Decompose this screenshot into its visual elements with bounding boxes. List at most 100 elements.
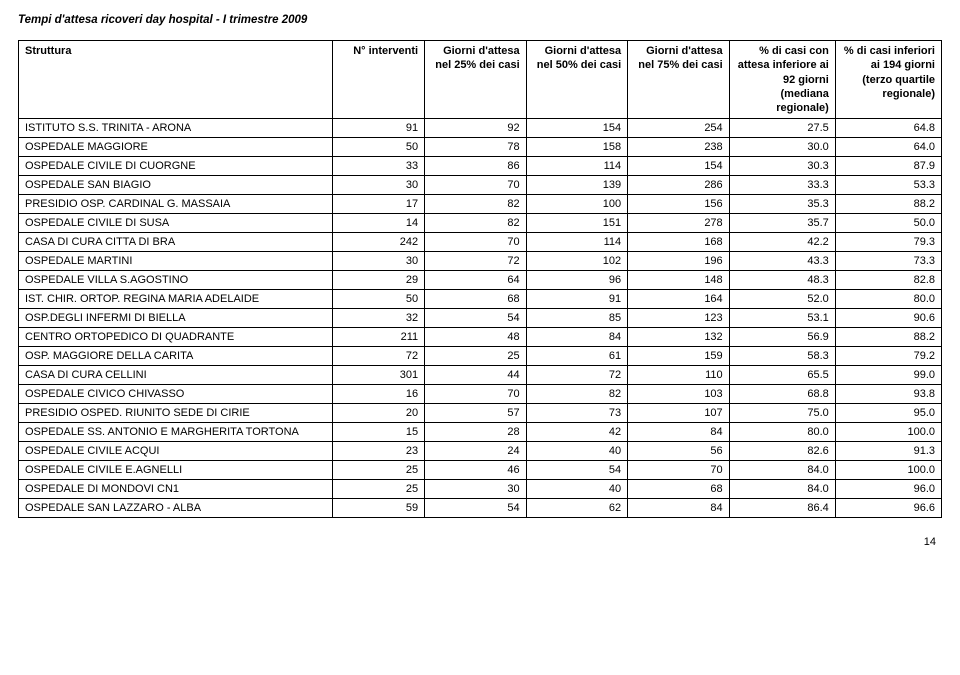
cell-value: 50	[332, 138, 424, 157]
cell-struttura: OSP. MAGGIORE DELLA CARITA	[19, 347, 333, 366]
table-row: PRESIDIO OSPED. RIUNITO SEDE DI CIRIE205…	[19, 404, 942, 423]
cell-value: 132	[628, 328, 730, 347]
table-row: IST. CHIR. ORTOP. REGINA MARIA ADELAIDE5…	[19, 290, 942, 309]
cell-value: 96	[526, 271, 628, 290]
table-row: OSPEDALE CIVILE DI SUSA148215127835.750.…	[19, 214, 942, 233]
cell-value: 102	[526, 252, 628, 271]
cell-value: 14	[332, 214, 424, 233]
cell-value: 54	[526, 461, 628, 480]
cell-value: 35.3	[729, 195, 835, 214]
cell-value: 100	[526, 195, 628, 214]
cell-value: 88.2	[835, 328, 941, 347]
cell-value: 91.3	[835, 442, 941, 461]
cell-value: 91	[332, 119, 424, 138]
page-number: 14	[18, 536, 942, 548]
cell-struttura: ISTITUTO S.S. TRINITA - ARONA	[19, 119, 333, 138]
cell-value: 25	[332, 480, 424, 499]
cell-value: 99.0	[835, 366, 941, 385]
cell-value: 196	[628, 252, 730, 271]
cell-value: 56	[628, 442, 730, 461]
cell-value: 65.5	[729, 366, 835, 385]
cell-value: 53.3	[835, 176, 941, 195]
cell-value: 84.0	[729, 480, 835, 499]
cell-value: 107	[628, 404, 730, 423]
cell-value: 82.8	[835, 271, 941, 290]
cell-value: 52.0	[729, 290, 835, 309]
cell-value: 82.6	[729, 442, 835, 461]
cell-value: 68.8	[729, 385, 835, 404]
cell-value: 16	[332, 385, 424, 404]
table-row: OSPEDALE VILLA S.AGOSTINO29649614848.382…	[19, 271, 942, 290]
cell-value: 44	[425, 366, 527, 385]
cell-value: 96.0	[835, 480, 941, 499]
cell-value: 100.0	[835, 461, 941, 480]
cell-value: 54	[425, 499, 527, 518]
table-row: OSP. MAGGIORE DELLA CARITA72256115958.37…	[19, 347, 942, 366]
cell-value: 84	[526, 328, 628, 347]
cell-value: 80.0	[729, 423, 835, 442]
cell-value: 301	[332, 366, 424, 385]
cell-value: 86.4	[729, 499, 835, 518]
cell-value: 159	[628, 347, 730, 366]
cell-value: 29	[332, 271, 424, 290]
cell-value: 75.0	[729, 404, 835, 423]
cell-value: 114	[526, 233, 628, 252]
cell-value: 110	[628, 366, 730, 385]
cell-value: 92	[425, 119, 527, 138]
table-row: CASA DI CURA CELLINI301447211065.599.0	[19, 366, 942, 385]
cell-value: 79.3	[835, 233, 941, 252]
cell-struttura: CASA DI CURA CELLINI	[19, 366, 333, 385]
cell-struttura: OSPEDALE SAN BIAGIO	[19, 176, 333, 195]
cell-value: 85	[526, 309, 628, 328]
cell-value: 50	[332, 290, 424, 309]
cell-value: 73.3	[835, 252, 941, 271]
cell-struttura: OSPEDALE VILLA S.AGOSTINO	[19, 271, 333, 290]
cell-value: 154	[628, 157, 730, 176]
cell-struttura: CASA DI CURA CITTA DI BRA	[19, 233, 333, 252]
cell-value: 72	[425, 252, 527, 271]
cell-value: 91	[526, 290, 628, 309]
cell-value: 95.0	[835, 404, 941, 423]
cell-value: 15	[332, 423, 424, 442]
cell-value: 64.8	[835, 119, 941, 138]
cell-value: 62	[526, 499, 628, 518]
cell-value: 30	[332, 252, 424, 271]
cell-value: 68	[425, 290, 527, 309]
cell-struttura: OSPEDALE CIVILE DI CUORGNE	[19, 157, 333, 176]
cell-value: 48	[425, 328, 527, 347]
cell-value: 70	[425, 385, 527, 404]
cell-value: 33	[332, 157, 424, 176]
cell-value: 96.6	[835, 499, 941, 518]
cell-value: 148	[628, 271, 730, 290]
table-row: OSPEDALE CIVILE ACQUI2324405682.691.3	[19, 442, 942, 461]
column-header-2: Giorni d'attesa nel 25% dei casi	[425, 41, 527, 119]
column-header-4: Giorni d'attesa nel 75% dei casi	[628, 41, 730, 119]
cell-value: 73	[526, 404, 628, 423]
cell-value: 82	[425, 214, 527, 233]
cell-struttura: OSPEDALE CIVILE DI SUSA	[19, 214, 333, 233]
cell-value: 154	[526, 119, 628, 138]
cell-struttura: OSPEDALE MAGGIORE	[19, 138, 333, 157]
column-header-6: % di casi inferiori ai 194 giorni (terzo…	[835, 41, 941, 119]
cell-struttura: OSPEDALE DI MONDOVI CN1	[19, 480, 333, 499]
cell-value: 84	[628, 499, 730, 518]
cell-value: 93.8	[835, 385, 941, 404]
cell-value: 164	[628, 290, 730, 309]
cell-value: 278	[628, 214, 730, 233]
cell-value: 53.1	[729, 309, 835, 328]
cell-value: 35.7	[729, 214, 835, 233]
cell-value: 68	[628, 480, 730, 499]
cell-value: 40	[526, 442, 628, 461]
cell-value: 88.2	[835, 195, 941, 214]
column-header-0: Struttura	[19, 41, 333, 119]
cell-value: 158	[526, 138, 628, 157]
cell-struttura: OSPEDALE CIVILE E.AGNELLI	[19, 461, 333, 480]
cell-value: 43.3	[729, 252, 835, 271]
table-row: OSPEDALE CIVICO CHIVASSO16708210368.893.…	[19, 385, 942, 404]
cell-value: 48.3	[729, 271, 835, 290]
cell-value: 156	[628, 195, 730, 214]
cell-value: 123	[628, 309, 730, 328]
cell-value: 114	[526, 157, 628, 176]
cell-value: 32	[332, 309, 424, 328]
table-row: CASA DI CURA CITTA DI BRA2427011416842.2…	[19, 233, 942, 252]
